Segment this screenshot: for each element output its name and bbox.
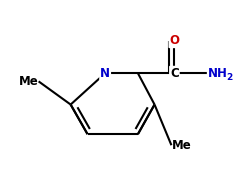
Text: NH: NH — [206, 67, 227, 80]
Text: N: N — [100, 67, 110, 80]
Text: Me: Me — [171, 139, 190, 152]
Text: C: C — [169, 67, 178, 80]
Text: O: O — [169, 34, 179, 47]
Text: Me: Me — [19, 75, 38, 88]
Text: 2: 2 — [225, 73, 231, 82]
